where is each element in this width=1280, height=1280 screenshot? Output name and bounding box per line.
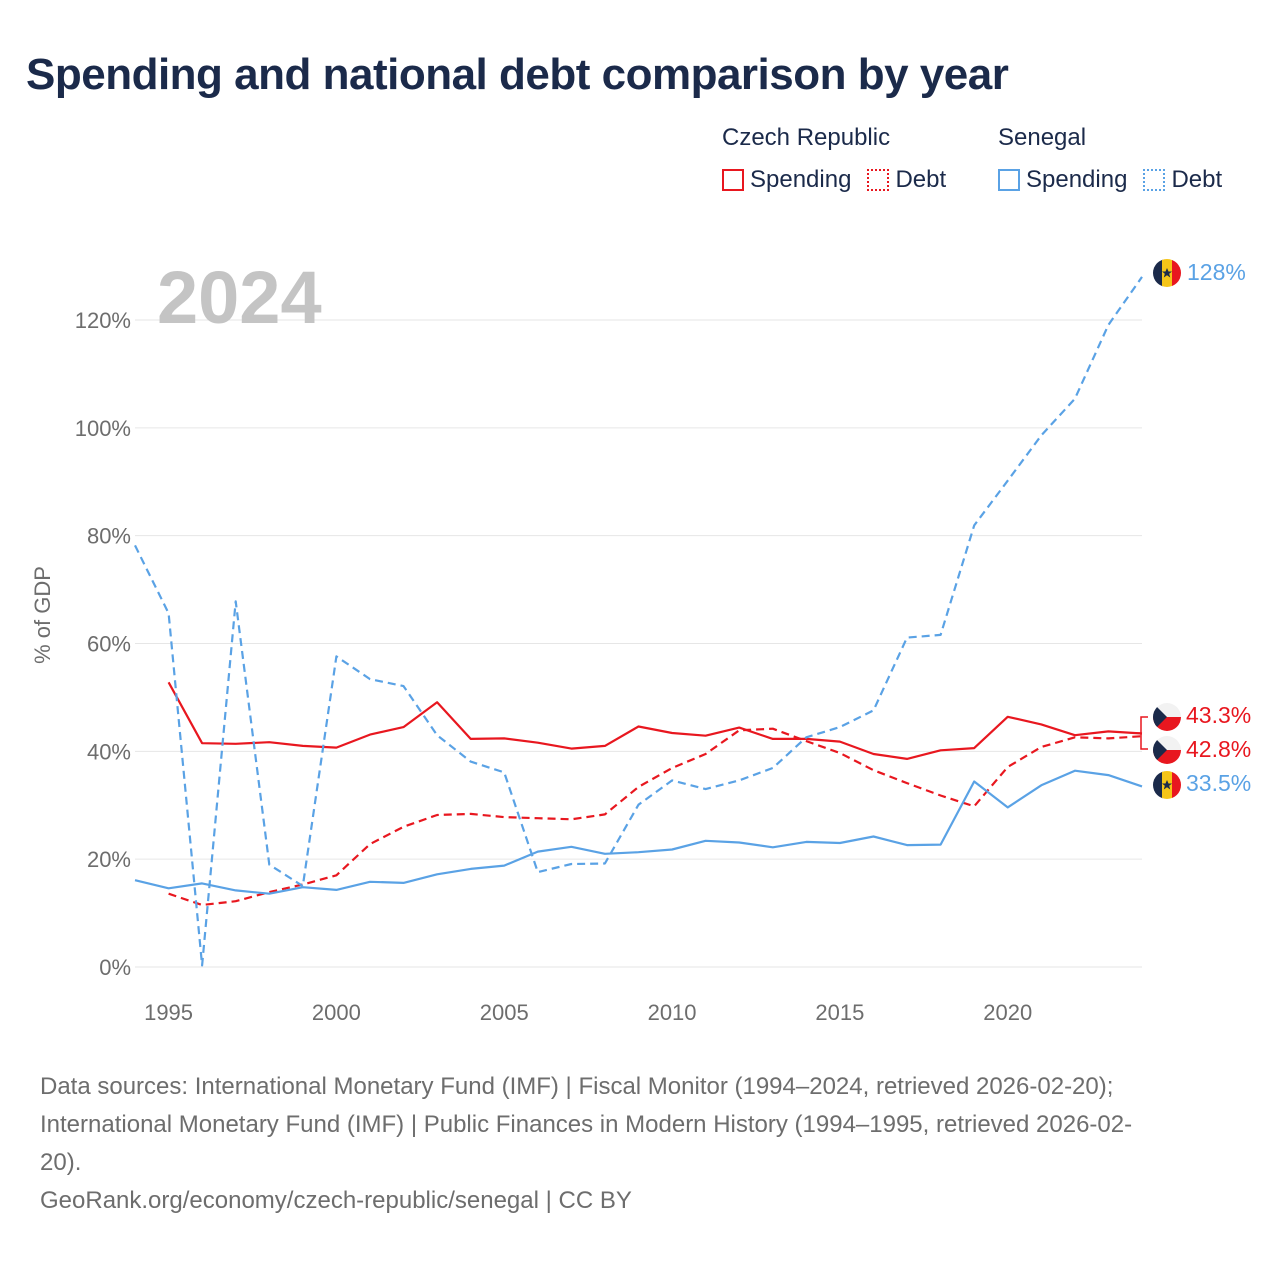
y-tick-label: 100% — [75, 416, 131, 441]
footer: Data sources: International Monetary Fun… — [40, 1068, 1240, 1220]
chart-title: Spending and national debt comparison by… — [26, 50, 1009, 99]
source-line-2: International Monetary Fund (IMF) | Publ… — [40, 1111, 1133, 1138]
y-tick-label: 80% — [87, 524, 131, 549]
line-chart: 0% 20% 40% 60% 80% 100% 120% 1995 2000 2005 2010 2… — [30, 256, 1251, 1025]
legend-senegal-debt-swatch — [1143, 169, 1166, 191]
legend-senegal: Senegal Spending Debt — [998, 124, 1222, 193]
legend-czech-debt-label: Debt — [895, 166, 947, 193]
y-axis-label: % of GDP — [30, 566, 55, 664]
legend-senegal-debt[interactable]: Debt — [1143, 166, 1222, 194]
x-tick-label: 2005 — [480, 1000, 529, 1025]
end-label-senegal-debt: 128% — [1187, 259, 1246, 285]
x-tick-label: 1995 — [144, 1000, 193, 1025]
series-lines — [134, 276, 1143, 967]
x-tick-label: 2010 — [648, 1000, 697, 1025]
series-line-czech-debt — [168, 727, 1143, 907]
grid — [135, 319, 1142, 968]
source-line-3: 20). — [40, 1149, 82, 1176]
legend-czech-spending-swatch — [722, 169, 744, 191]
y-tick-label: 60% — [87, 632, 131, 657]
legend-czech-spending-label: Spending — [750, 166, 852, 193]
y-tick-label: 20% — [87, 847, 131, 872]
series-line-senegal-spending — [134, 769, 1143, 895]
end-markers: 43.3% 42.8% 128% 33.5% — [1136, 259, 1251, 799]
x-axis-ticks: 1995 2000 2005 2010 2015 2020 — [144, 1000, 1032, 1025]
year-watermark: 2024 — [157, 256, 322, 339]
series-line-czech-spending — [167, 681, 1143, 761]
end-label-czech-spending: 43.3% — [1186, 702, 1251, 728]
czech-flag-icon — [1153, 703, 1181, 731]
x-tick-label: 2000 — [312, 1000, 361, 1025]
legend-senegal-debt-label: Debt — [1171, 166, 1223, 193]
legend-czech-debt[interactable]: Debt — [867, 166, 946, 194]
legend-senegal-row: Spending Debt — [998, 166, 1238, 194]
y-tick-label: 40% — [87, 739, 131, 764]
legend-czech-heading: Czech Republic — [722, 124, 891, 151]
y-axis-ticks: 0% 20% 40% 60% 80% 100% 120% — [75, 308, 131, 980]
y-tick-label: 120% — [75, 308, 131, 333]
senegal-flag-icon — [1153, 259, 1181, 287]
legend-czech-row: Spending Debt — [722, 166, 962, 194]
legend-senegal-spending-swatch — [998, 169, 1020, 191]
legend-czech: Czech Republic Spending Debt — [722, 124, 946, 193]
site-credit[interactable]: GeoRank.org/economy/czech-republic/seneg… — [40, 1187, 632, 1214]
legend-czech-spending[interactable]: Spending — [722, 166, 851, 194]
legend-senegal-spending[interactable]: Spending — [998, 166, 1127, 194]
x-tick-label: 2020 — [983, 1000, 1032, 1025]
czech-flag-icon — [1153, 736, 1181, 764]
source-line-1: Data sources: International Monetary Fun… — [40, 1073, 1114, 1100]
x-tick-label: 2015 — [815, 1000, 864, 1025]
series-line-senegal-debt — [134, 276, 1143, 967]
czech-label-bracket — [1136, 716, 1148, 750]
legend-senegal-heading: Senegal — [998, 124, 1087, 151]
legend-senegal-spending-label: Spending — [1026, 166, 1128, 193]
end-label-senegal-spending: 33.5% — [1186, 770, 1251, 796]
legend-czech-debt-swatch — [867, 169, 890, 191]
senegal-flag-icon — [1153, 771, 1181, 799]
end-label-czech-debt: 42.8% — [1186, 736, 1251, 762]
y-tick-label: 0% — [99, 955, 131, 980]
